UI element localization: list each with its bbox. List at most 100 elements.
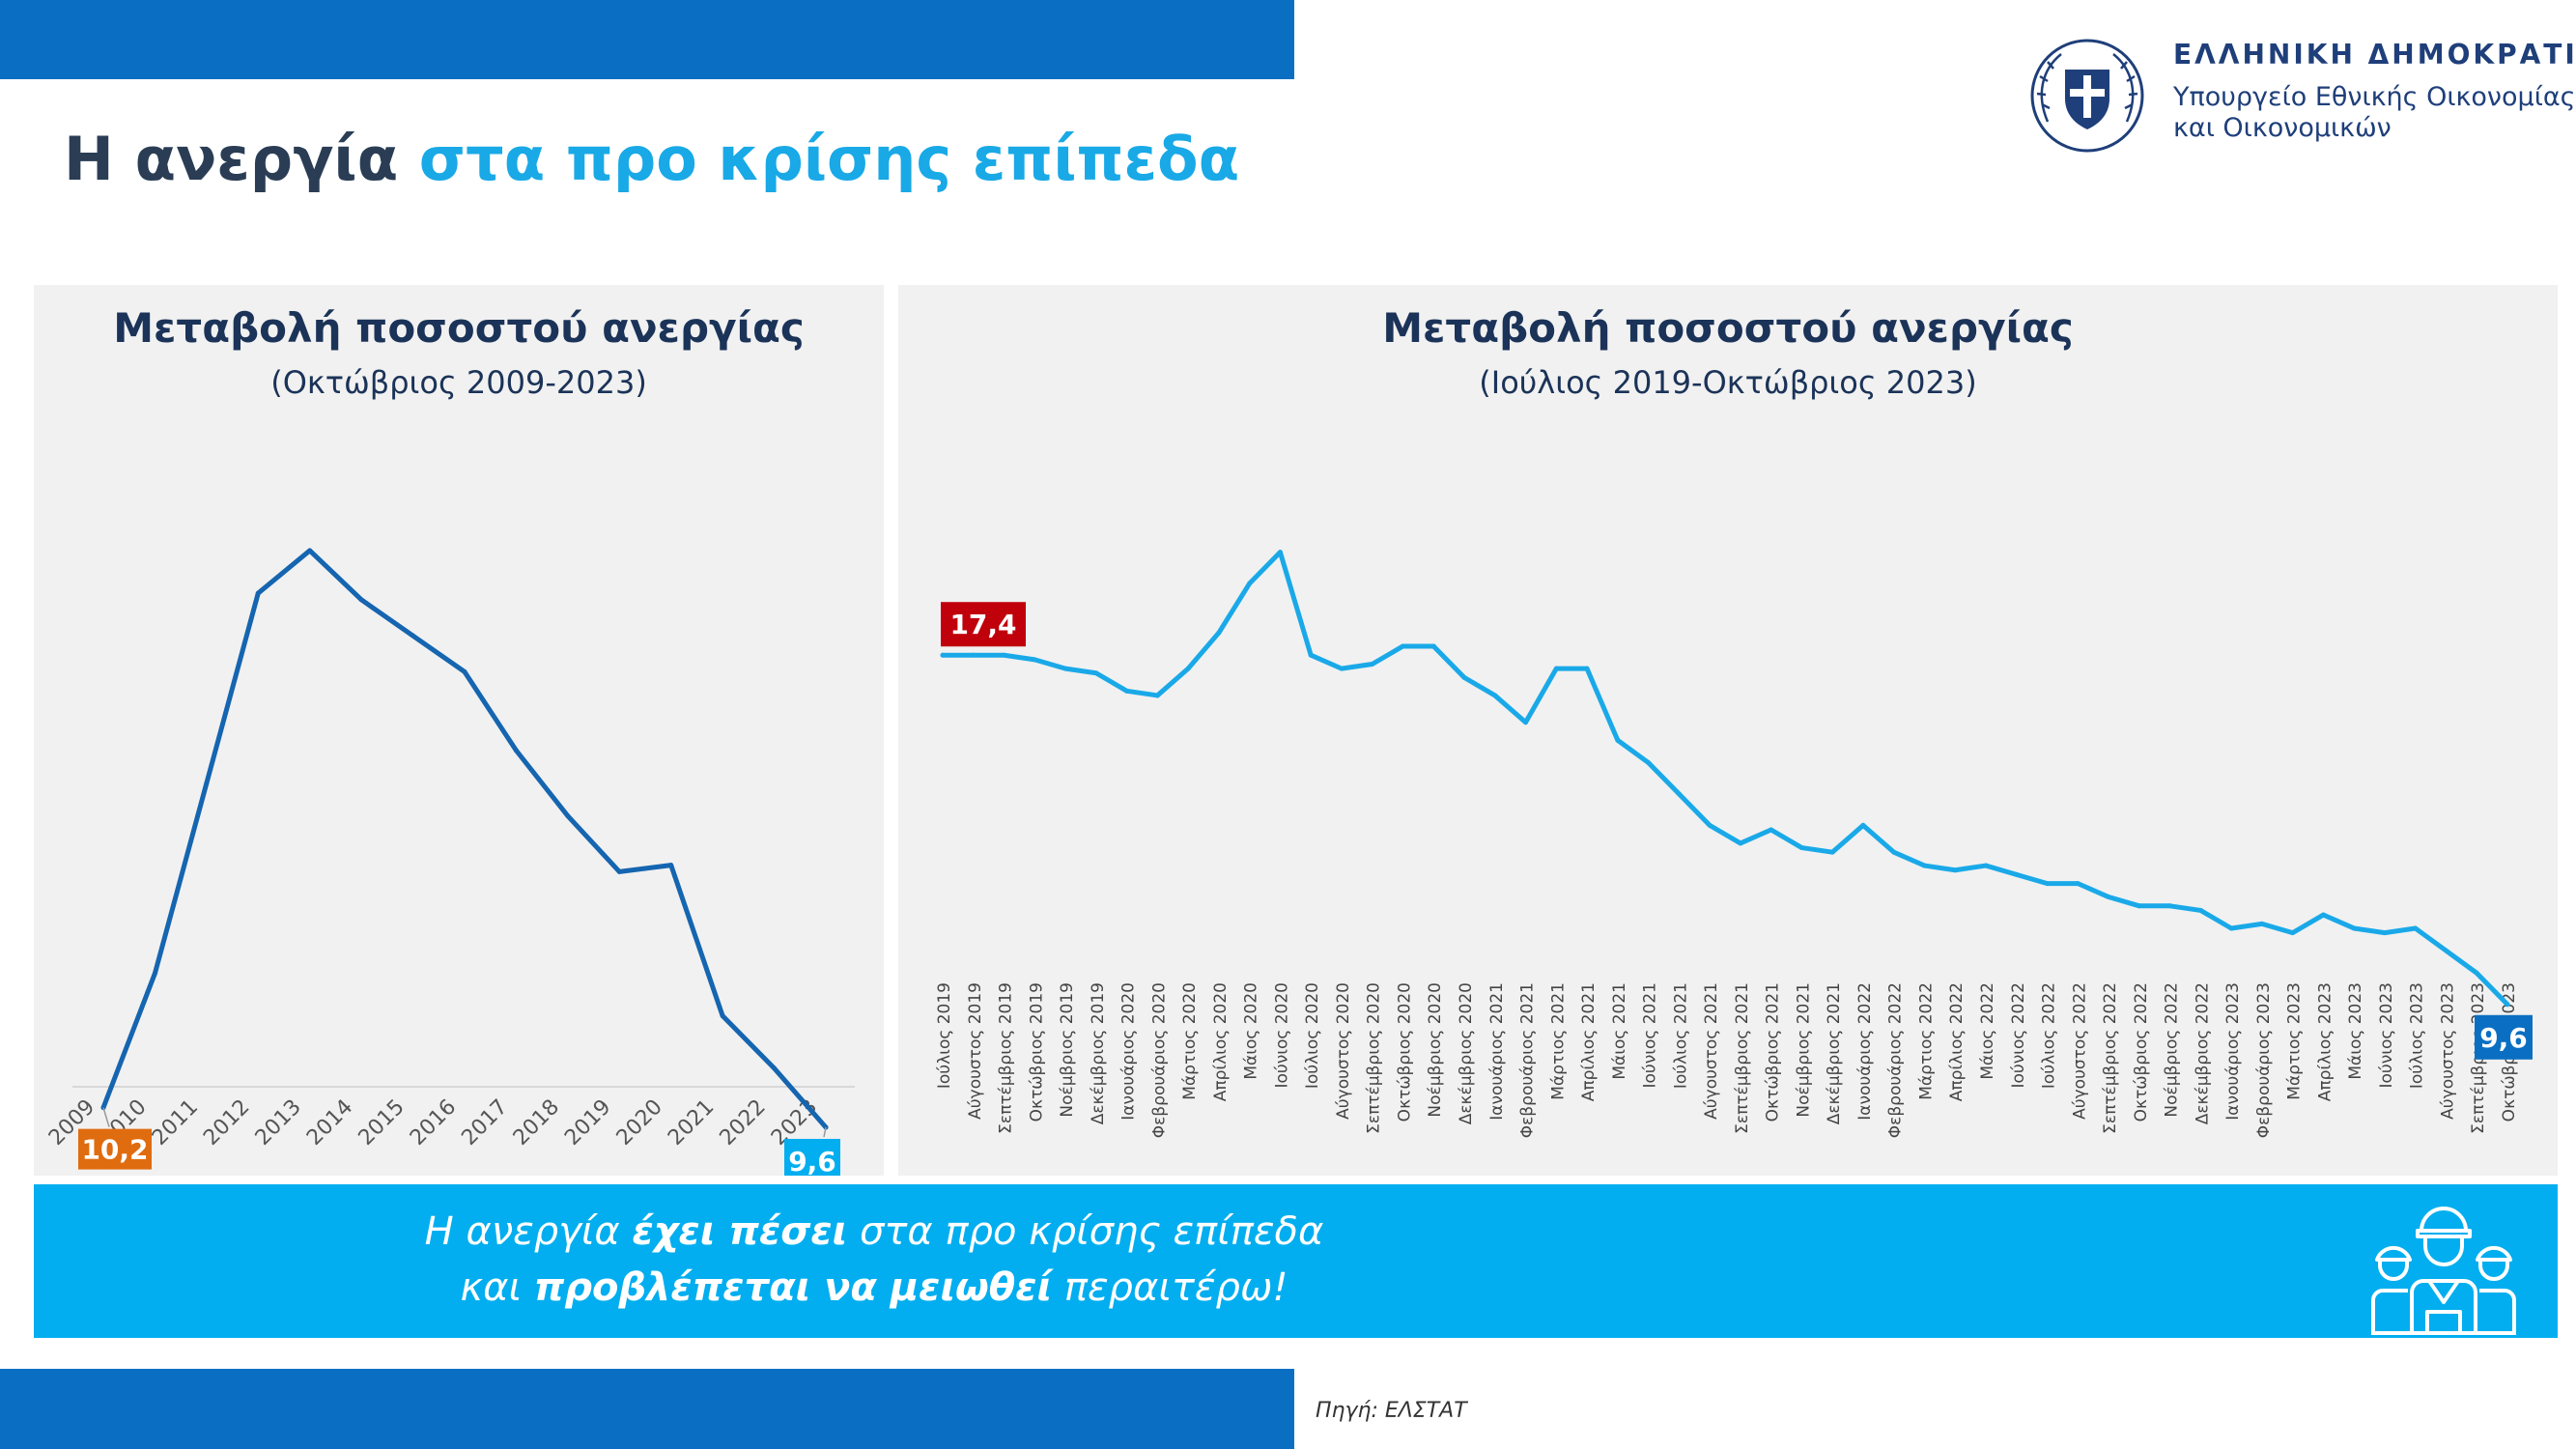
data-point <box>462 668 467 674</box>
x-tick-label: Απρίλιος 2020 <box>1211 982 1231 1101</box>
x-tick-label: Ιούνιος 2020 <box>1272 982 1291 1089</box>
ministry-name: ΕΛΛΗΝΙΚΗ ΔΗΜΟΚΡΑΤΙΑ Υπουργείο Εθνικής Οι… <box>2173 39 2576 144</box>
data-point <box>2259 921 2265 926</box>
data-point <box>2197 907 2203 913</box>
x-tick-label: Δεκέμβριος 2021 <box>1825 982 1844 1124</box>
ministry-line-1: Υπουργείο Εθνικής Οικονομίας <box>2173 82 2576 112</box>
data-point <box>1277 550 1283 555</box>
data-point <box>940 652 946 658</box>
data-point <box>1339 666 1345 671</box>
banner-text: Η ανεργία έχει πέσει στα προ κρίσης επίπ… <box>34 1204 1714 1316</box>
x-tick-label: Ιανουάριος 2023 <box>2223 982 2243 1121</box>
data-point <box>1523 720 1529 725</box>
data-point <box>2137 903 2142 909</box>
data-point <box>668 863 674 868</box>
x-tick-label: Μάρτιος 2022 <box>1916 982 1936 1100</box>
x-tick-label: Απρίλιος 2023 <box>2315 982 2335 1101</box>
x-tick-label: Αύγουστος 2022 <box>2070 982 2089 1120</box>
x-tick-label: Ιανουάριος 2021 <box>1487 982 1507 1121</box>
data-point <box>1798 845 1804 851</box>
data-point <box>1584 666 1590 671</box>
data-point <box>1829 849 1835 855</box>
data-point <box>513 748 519 753</box>
data-point <box>720 1013 725 1019</box>
x-tick-label: Μάρτιος 2020 <box>1180 982 1200 1100</box>
left-line-chart: 2009201020112012201320142015201620172018… <box>44 548 855 1176</box>
x-tick-label: Μάιος 2022 <box>1978 982 1997 1080</box>
data-point <box>1676 791 1682 797</box>
x-tick-label: Αύγουστος 2019 <box>966 982 985 1120</box>
banner-line-1: Η ανεργία έχει πέσει στα προ κρίσης επίπ… <box>424 1209 1324 1254</box>
end-value-label-box <box>2475 1014 2533 1060</box>
x-tick-label: Φεβρουάριος 2023 <box>2254 982 2274 1138</box>
page-title: Η ανεργία στα προ κρίσης επίπεδα <box>64 124 1239 194</box>
x-tick-label: Οκτώβριος 2019 <box>1027 982 1046 1122</box>
data-point <box>1860 822 1866 828</box>
x-tick-label: Οκτώβριος 2020 <box>1395 982 1414 1122</box>
x-tick-label: Ιανουάριος 2022 <box>1855 982 1875 1121</box>
bottom-accent-bar <box>0 1369 1294 1449</box>
x-tick-label: Αύγουστος 2020 <box>1334 982 1353 1120</box>
x-tick-label: Μάρτιος 2023 <box>2285 982 2305 1100</box>
ministry-line-2: και Οικονομικών <box>2173 113 2392 143</box>
data-point <box>2320 912 2326 918</box>
x-tick-label: Μάιος 2021 <box>1610 982 1629 1080</box>
data-point <box>1707 822 1713 828</box>
start-value-label-box <box>941 602 1026 647</box>
data-point <box>971 652 977 658</box>
x-tick-label: Δεκέμβριος 2022 <box>2193 982 2212 1124</box>
x-tick-label: Νοέμβριος 2022 <box>2163 982 2182 1118</box>
page-title-main: Η ανεργία <box>64 124 399 194</box>
data-point <box>307 548 313 554</box>
x-tick-label: 2011 <box>148 1095 203 1151</box>
data-point <box>2443 948 2449 953</box>
data-point <box>1646 759 1652 765</box>
data-point <box>1032 657 1037 663</box>
x-tick-label: Σεπτέμβριος 2021 <box>1733 982 1752 1134</box>
x-tick-label: 2013 <box>251 1095 306 1151</box>
x-tick-label: 2017 <box>457 1095 512 1151</box>
data-point <box>1308 652 1314 658</box>
x-tick-label: 2021 <box>664 1095 719 1151</box>
x-tick-label: 2018 <box>509 1095 564 1151</box>
x-tick-label: Δεκέμβριος 2019 <box>1089 982 1108 1124</box>
x-tick-label: Ιούλιος 2020 <box>1303 982 1322 1089</box>
left-chart-panel: Μεταβολή ποσοστού ανεργίας (Οκτώβριος 20… <box>34 285 884 1176</box>
data-point <box>2014 871 2020 877</box>
data-point <box>1615 737 1621 743</box>
end-value-label: 9,6 <box>2479 1022 2528 1054</box>
data-point <box>1002 652 1007 658</box>
data-point <box>2228 925 2234 931</box>
x-tick-label: Αύγουστος 2023 <box>2438 982 2457 1120</box>
x-tick-label: Νοέμβριος 2021 <box>1794 982 1813 1118</box>
x-tick-label: Ιανουάριος 2020 <box>1119 982 1139 1121</box>
end-value-label-box <box>784 1138 840 1176</box>
data-point <box>1983 863 1989 868</box>
start-leader-line <box>102 1107 110 1127</box>
page-title-highlight: στα προ κρίσης επίπεδα <box>418 124 1240 194</box>
data-point <box>255 590 261 596</box>
x-tick-label: Μάιος 2023 <box>2346 982 2365 1080</box>
x-tick-label: 2014 <box>302 1095 357 1151</box>
x-tick-label: Οκτώβριος 2021 <box>1764 982 1783 1122</box>
greek-emblem-icon <box>2030 39 2144 153</box>
data-point <box>2351 925 2357 931</box>
data-point <box>152 971 157 977</box>
x-tick-label: Φεβρουάριος 2021 <box>1518 982 1538 1138</box>
data-point <box>1461 674 1467 680</box>
data-point <box>2106 895 2111 900</box>
x-tick-label: Σεπτέμβριος 2019 <box>997 982 1016 1134</box>
ministry-country: ΕΛΛΗΝΙΚΗ ΔΗΜΟΚΡΑΤΙΑ <box>2173 39 2576 71</box>
data-point <box>1185 666 1191 671</box>
x-tick-label: Ιούλιος 2022 <box>2040 982 2059 1089</box>
x-tick-label: Ιούνιος 2023 <box>2377 982 2396 1089</box>
end-leader-line <box>823 1126 827 1138</box>
data-point <box>1492 693 1498 698</box>
x-tick-label: Αύγουστος 2021 <box>1702 982 1721 1120</box>
start-value-label-box <box>78 1128 152 1170</box>
x-tick-label: Απρίλιος 2021 <box>1579 982 1599 1101</box>
data-point <box>2075 881 2081 887</box>
x-tick-label: Ιούλιος 2019 <box>935 982 954 1089</box>
left-chart-title: Μεταβολή ποσοστού ανεργίας <box>113 304 805 352</box>
x-tick-label: 2020 <box>612 1095 667 1151</box>
